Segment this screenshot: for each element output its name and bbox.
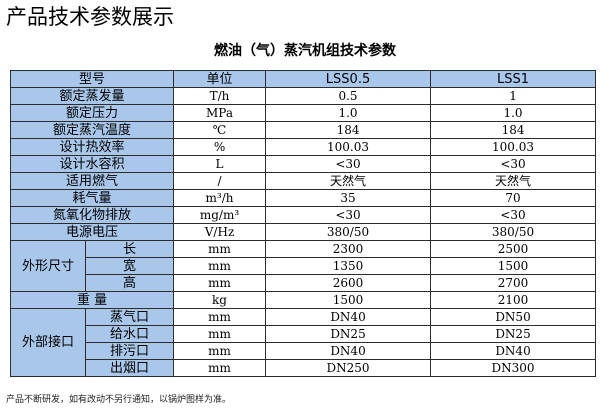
header-unit: 单位 xyxy=(173,70,267,88)
row-value-model-2: 1500 xyxy=(430,257,597,275)
row-unit: mm xyxy=(173,359,267,377)
table-row: 出烟口 mm DN250 DN300 xyxy=(11,359,597,377)
ports-group-label: 外部接口 xyxy=(10,308,86,377)
table-row: 排污口 mm DN40 DN40 xyxy=(11,342,597,360)
table-header-row: 型号 单位 LSS0.5 LSS1 xyxy=(9,70,597,88)
row-label: 宽 xyxy=(84,257,175,275)
row-value-model-2: 2500 xyxy=(430,240,597,258)
row-value-model-2: 100.03 xyxy=(430,138,597,156)
row-value-model-1: <30 xyxy=(265,155,432,173)
table-row: 高 mm 2600 2700 xyxy=(11,274,597,292)
row-value-model-1: 0.5 xyxy=(265,87,432,105)
table-row: 宽 mm 1350 1500 xyxy=(11,257,597,275)
row-unit: T/h xyxy=(173,87,267,105)
row-value-model-2: 184 xyxy=(430,121,597,139)
row-value-model-1: 1350 xyxy=(265,257,432,275)
row-unit: mg/m³ xyxy=(173,206,267,224)
row-value-model-1: 天然气 xyxy=(265,172,432,190)
row-value-model-1: DN250 xyxy=(265,359,432,377)
row-value-model-1: 1500 xyxy=(265,291,432,309)
table-row: 电源电压 V/Hz 380/50 380/50 xyxy=(9,223,597,241)
table-row: 氮氧化物排放 mg/m³ <30 <30 xyxy=(9,206,597,224)
dimensions-group-label: 外形尺寸 xyxy=(10,240,86,292)
row-unit: mm xyxy=(173,308,267,326)
row-label: 额定蒸发量 xyxy=(9,87,175,105)
row-label: 设计水容积 xyxy=(9,155,175,173)
header-model-2: LSS1 xyxy=(430,70,597,88)
row-unit: mm xyxy=(173,257,267,275)
row-label: 蒸气口 xyxy=(84,308,175,326)
row-label: 氮氧化物排放 xyxy=(9,206,175,224)
table-row: 适用燃气 / 天然气 天然气 xyxy=(9,172,597,190)
row-value-model-2: 70 xyxy=(430,189,597,207)
row-unit: kg xyxy=(173,291,267,309)
spec-table: 型号 单位 LSS0.5 LSS1 额定蒸发量 T/h 0.5 1 额定压力 M… xyxy=(9,70,597,377)
row-label: 适用燃气 xyxy=(9,172,175,190)
row-value-model-1: 184 xyxy=(265,121,432,139)
row-unit: mm xyxy=(173,325,267,343)
row-value-model-1: DN40 xyxy=(265,308,432,326)
row-value-model-1: 2600 xyxy=(265,274,432,292)
row-value-model-2: 1 xyxy=(430,87,597,105)
row-unit: ℃ xyxy=(173,121,267,139)
row-unit: L xyxy=(173,155,267,173)
table-row: 设计水容积 L <30 <30 xyxy=(9,155,597,173)
row-unit: mm xyxy=(173,240,267,258)
table-title: 燃油（气）蒸汽机组技术参数 xyxy=(214,43,396,59)
page-heading: 产品技术参数展示 xyxy=(6,5,174,29)
row-unit: / xyxy=(173,172,267,190)
table-row: 给水口 mm DN25 DN25 xyxy=(11,325,597,343)
row-label: 给水口 xyxy=(84,325,175,343)
row-unit: mm xyxy=(173,342,267,360)
table-row: 外形尺寸 长 mm 2300 2500 xyxy=(10,240,597,292)
row-value-model-1: 35 xyxy=(265,189,432,207)
table-row: 外部接口 蒸气口 mm DN40 DN50 xyxy=(10,308,597,377)
table-row: 额定蒸汽温度 ℃ 184 184 xyxy=(9,121,597,139)
row-label: 额定蒸汽温度 xyxy=(9,121,175,139)
row-value-model-2: 2700 xyxy=(430,274,597,292)
row-label: 电源电压 xyxy=(9,223,175,241)
row-label: 高 xyxy=(84,274,175,292)
table-row: 额定蒸发量 T/h 0.5 1 xyxy=(9,87,597,105)
table-row: 额定压力 MPa 1.0 1.0 xyxy=(9,104,597,122)
row-unit: % xyxy=(173,138,267,156)
row-unit: m³/h xyxy=(173,189,267,207)
row-label: 额定压力 xyxy=(9,104,175,122)
row-value-model-2: DN40 xyxy=(430,342,597,360)
row-value-model-1: 380/50 xyxy=(265,223,432,241)
row-value-model-1: <30 xyxy=(265,206,432,224)
row-unit: V/Hz xyxy=(173,223,267,241)
table-row: 耗气量 m³/h 35 70 xyxy=(9,189,597,207)
row-label: 重 量 xyxy=(9,291,175,309)
row-value-model-1: DN40 xyxy=(265,342,432,360)
footnote: 产品不断研发，如有改动不另行通知，以锅炉图样为准。 xyxy=(6,395,232,405)
row-value-model-1: 100.03 xyxy=(265,138,432,156)
row-value-model-2: 1.0 xyxy=(430,104,597,122)
row-value-model-1: DN25 xyxy=(265,325,432,343)
row-label: 设计热效率 xyxy=(9,138,175,156)
row-unit: mm xyxy=(173,274,267,292)
header-param: 型号 xyxy=(9,70,175,88)
row-value-model-2: DN300 xyxy=(430,359,597,377)
row-label: 出烟口 xyxy=(84,359,175,377)
row-label: 排污口 xyxy=(84,342,175,360)
row-value-model-2: 天然气 xyxy=(430,172,597,190)
table-row: 重 量 kg 1500 2100 xyxy=(9,291,597,309)
row-value-model-1: 2300 xyxy=(265,240,432,258)
row-value-model-2: <30 xyxy=(430,206,597,224)
row-value-model-2: <30 xyxy=(430,155,597,173)
row-value-model-1: 1.0 xyxy=(265,104,432,122)
row-label: 耗气量 xyxy=(9,189,175,207)
row-value-model-2: DN50 xyxy=(430,308,597,326)
row-value-model-2: DN25 xyxy=(430,325,597,343)
row-label: 长 xyxy=(84,240,175,258)
row-value-model-2: 380/50 xyxy=(430,223,597,241)
row-value-model-2: 2100 xyxy=(430,291,597,309)
row-unit: MPa xyxy=(173,104,267,122)
table-row: 设计热效率 % 100.03 100.03 xyxy=(9,138,597,156)
header-model-1: LSS0.5 xyxy=(265,70,432,88)
